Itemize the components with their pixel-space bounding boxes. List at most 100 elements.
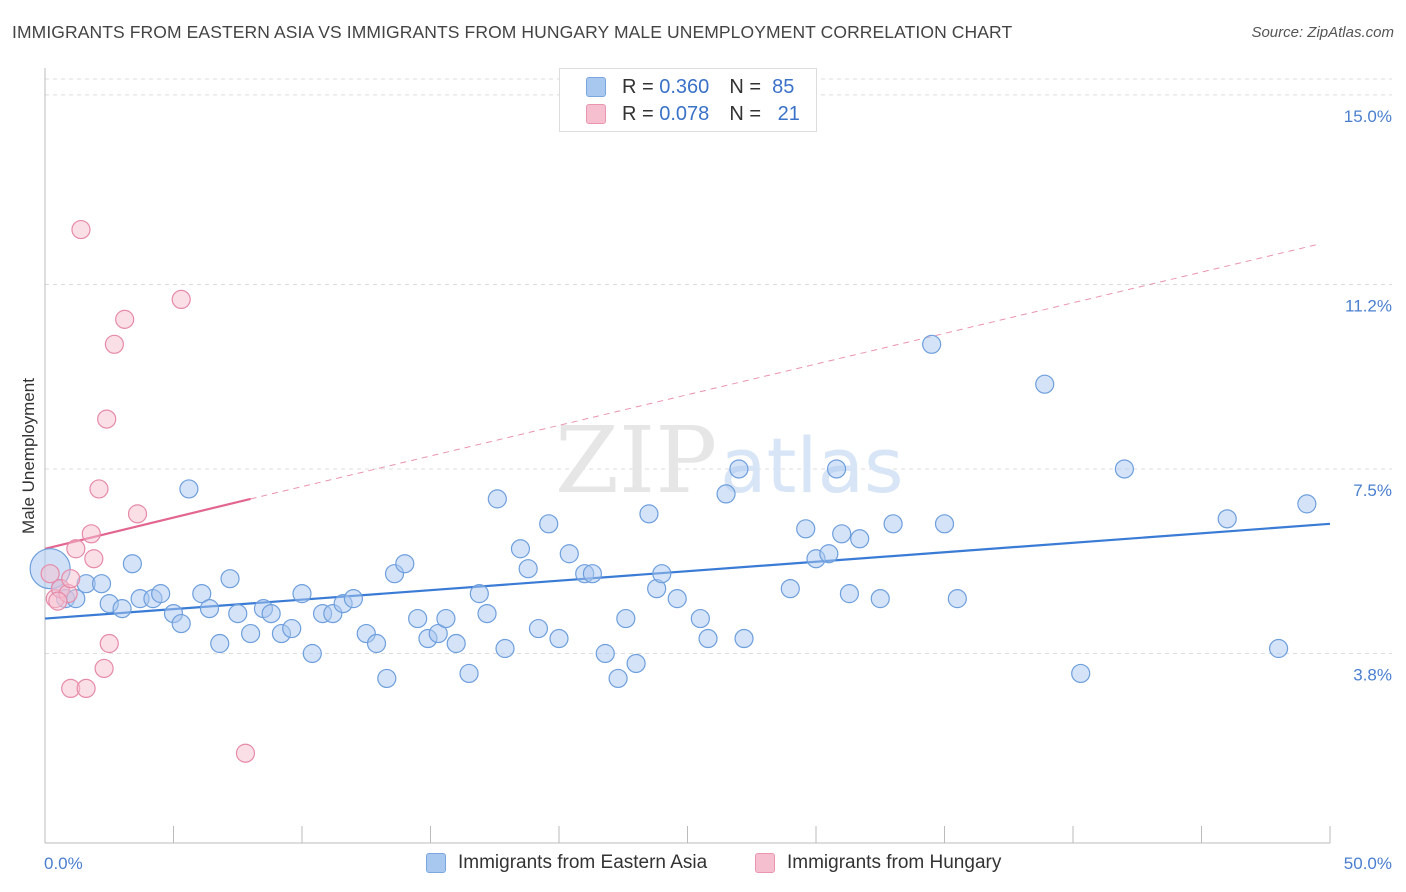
data-point xyxy=(1297,494,1317,514)
data-point xyxy=(1035,374,1055,394)
data-point xyxy=(151,584,171,604)
legend-r-value: 0.078 xyxy=(659,102,710,125)
data-point xyxy=(66,539,86,559)
data-point xyxy=(477,603,497,624)
watermark-atlas: atlas xyxy=(720,421,904,510)
data-point xyxy=(796,519,816,539)
chart-title: IMMIGRANTS FROM EASTERN ASIA VS IMMIGRAN… xyxy=(12,22,1013,42)
data-point xyxy=(91,574,112,594)
legend-row-eastern-asia: R = 0.360 N = 85 xyxy=(586,75,794,99)
data-point xyxy=(179,479,199,499)
legend-r-label: R = xyxy=(622,102,654,125)
bottom-legend-swatch-eastern-asia xyxy=(426,853,446,873)
data-point xyxy=(839,584,860,604)
data-point xyxy=(549,628,569,649)
legend-n-label: N = xyxy=(729,102,761,125)
data-point xyxy=(883,514,903,534)
data-point xyxy=(122,554,142,574)
data-point xyxy=(819,544,839,564)
data-point xyxy=(729,459,749,479)
data-point xyxy=(282,618,302,639)
data-point xyxy=(343,589,363,609)
legend-r-value: 0.360 xyxy=(659,75,710,98)
data-point xyxy=(734,628,754,649)
data-point xyxy=(559,544,579,564)
data-point xyxy=(495,638,515,659)
data-point xyxy=(436,608,456,629)
axes xyxy=(44,68,1331,844)
data-point xyxy=(459,663,479,684)
legend-swatch-eastern-asia xyxy=(586,77,606,97)
legend-r-label: R = xyxy=(622,75,654,98)
data-point xyxy=(832,524,852,544)
data-point xyxy=(698,628,718,649)
data-point xyxy=(210,633,230,654)
data-point xyxy=(192,584,212,604)
data-point xyxy=(850,529,870,549)
data-point xyxy=(528,618,549,639)
data-point xyxy=(89,479,109,499)
data-point xyxy=(220,569,240,589)
data-point xyxy=(115,309,135,329)
data-point xyxy=(61,569,81,589)
y-tick-label: 7.5% xyxy=(1353,481,1392,500)
bottom-legend-label-eastern-asia: Immigrants from Eastern Asia xyxy=(458,852,708,873)
data-point xyxy=(1114,459,1135,479)
data-point xyxy=(1217,509,1237,529)
data-point xyxy=(241,623,261,644)
data-point xyxy=(127,504,148,524)
data-point xyxy=(199,599,220,619)
grid-lines xyxy=(45,78,1392,654)
y-tick-label: 11.2% xyxy=(1345,296,1392,315)
x-tick-label: 0.0% xyxy=(44,854,83,873)
data-point xyxy=(469,584,489,604)
data-point xyxy=(228,603,248,624)
data-point xyxy=(292,584,312,604)
data-point xyxy=(716,484,736,504)
data-point xyxy=(690,608,710,629)
data-point xyxy=(1268,638,1289,659)
data-point xyxy=(112,599,132,619)
legend-swatch-hungary xyxy=(586,104,606,124)
data-point xyxy=(171,613,191,634)
legend-n-value: 85 xyxy=(772,75,795,98)
data-points xyxy=(29,219,1317,763)
data-point xyxy=(922,334,942,354)
data-point xyxy=(171,289,191,310)
data-point xyxy=(947,589,967,609)
data-point xyxy=(97,409,117,429)
data-point xyxy=(104,334,124,354)
bottom-legend-swatch-hungary xyxy=(755,853,775,873)
data-point xyxy=(261,603,281,624)
data-point xyxy=(870,589,890,609)
data-point xyxy=(84,549,104,569)
data-point xyxy=(366,633,387,654)
data-point xyxy=(377,668,397,689)
y-axis-label: Male Unemployment xyxy=(19,378,38,534)
data-point xyxy=(652,564,672,584)
data-point xyxy=(539,514,559,534)
data-point xyxy=(510,539,531,559)
data-point xyxy=(487,489,507,509)
data-point xyxy=(408,608,428,629)
data-point xyxy=(780,579,800,599)
data-point xyxy=(446,633,466,654)
legend-row-hungary: R = 0.078 N = 21 xyxy=(586,102,800,126)
data-point xyxy=(826,459,847,479)
data-point xyxy=(518,559,538,579)
watermark: ZIP atlas xyxy=(555,407,904,514)
data-point xyxy=(302,643,322,664)
tick-labels: 3.8% 7.5% 11.2% 15.0% 0.0% 50.0% xyxy=(44,107,1392,873)
data-point xyxy=(626,653,646,674)
data-point xyxy=(99,633,119,654)
y-tick-label: 3.8% xyxy=(1353,665,1392,684)
x-tick-label: 50.0% xyxy=(1344,854,1392,873)
legend-n-label: N = xyxy=(729,75,761,98)
data-point xyxy=(395,554,415,574)
watermark-zip: ZIP xyxy=(555,407,717,514)
y-tick-label: 15.0% xyxy=(1344,107,1392,126)
legend-n-value: 21 xyxy=(777,102,800,125)
bottom-legend-eastern-asia: Immigrants from Eastern Asia xyxy=(426,852,707,874)
data-point xyxy=(235,743,256,763)
